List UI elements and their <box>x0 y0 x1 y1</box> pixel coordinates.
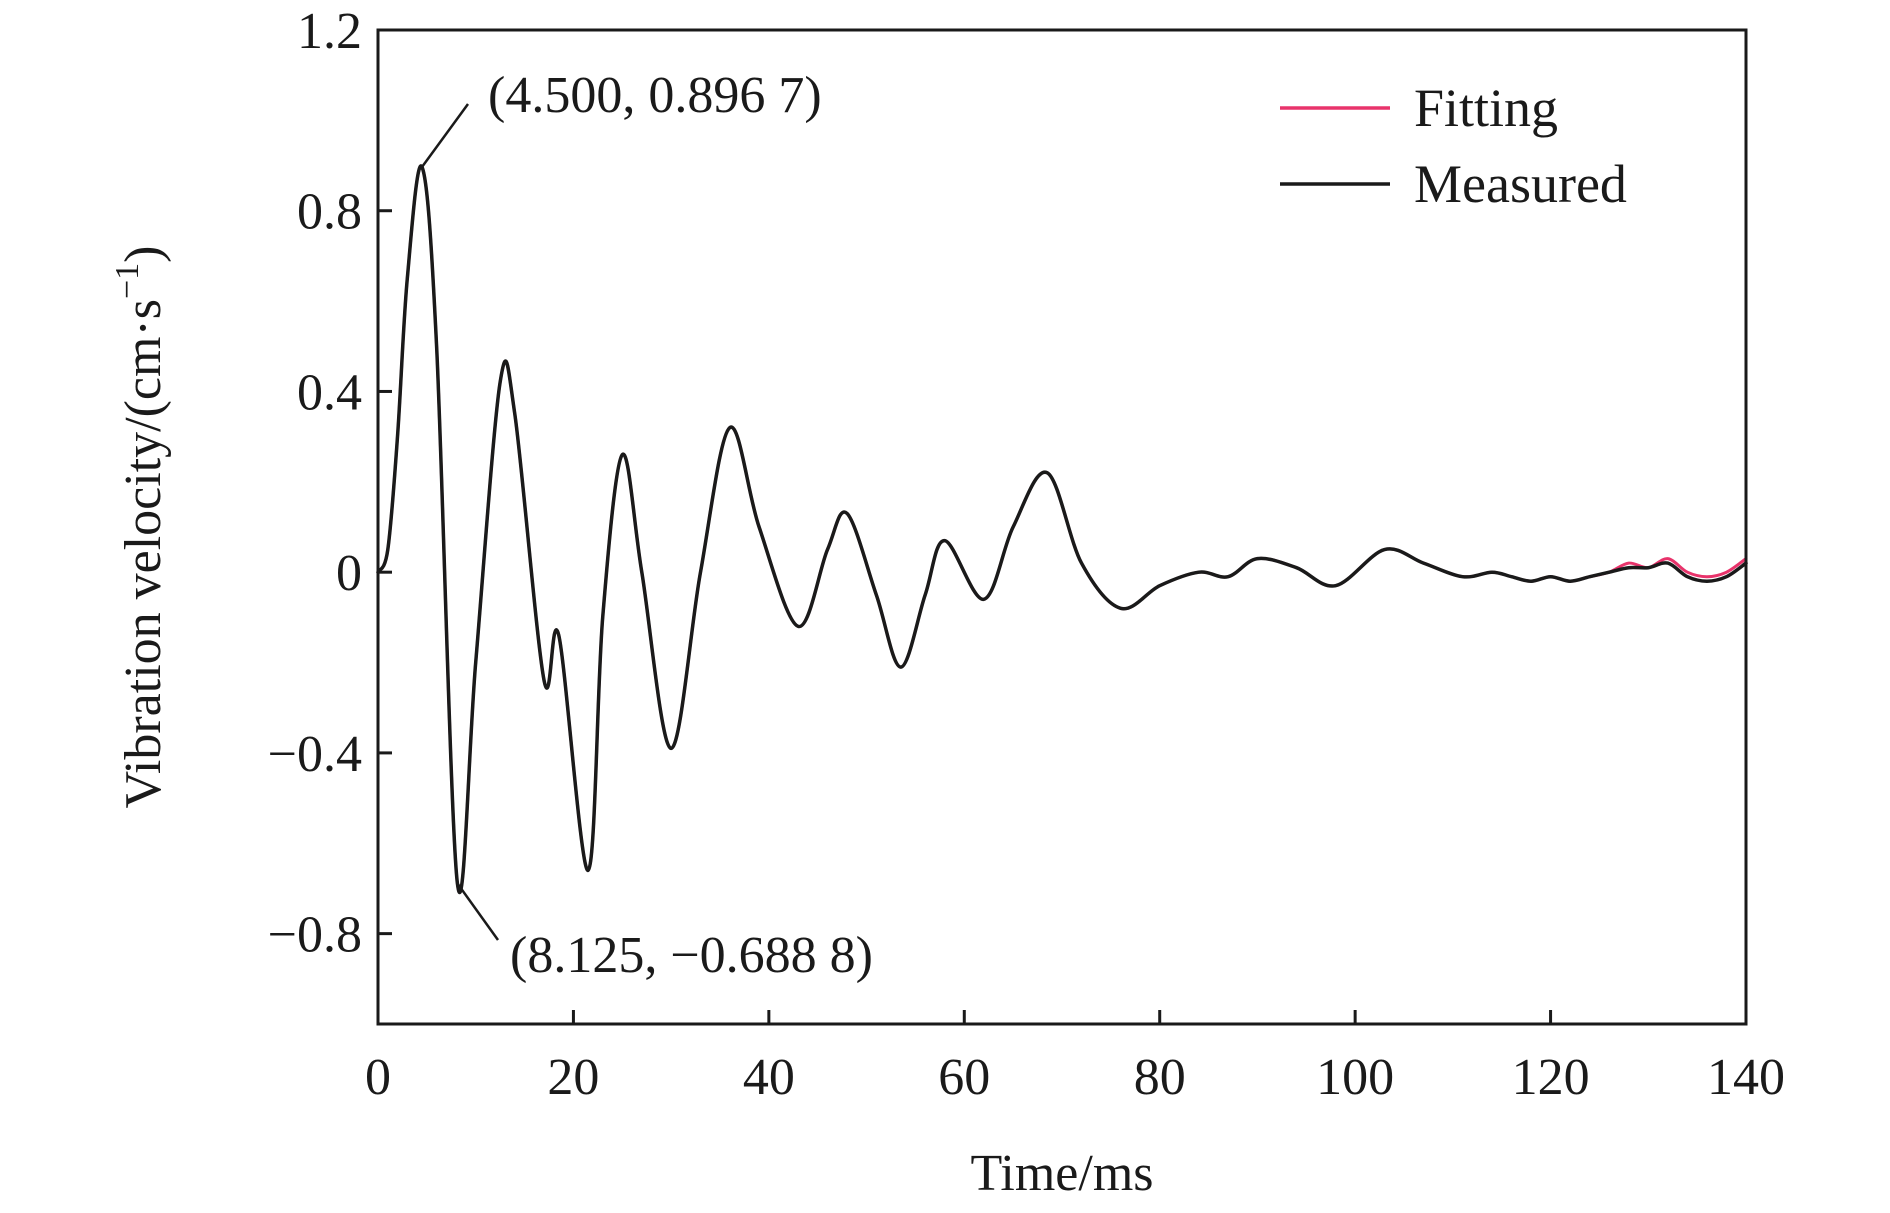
y-axis-title-main: Vibration velocity/(cm·s <box>115 299 172 809</box>
x-tick-label: 20 <box>547 1049 599 1106</box>
annotation-trough: (8.125, −0.688 8) <box>510 927 873 984</box>
x-tick-label: 0 <box>365 1049 391 1106</box>
legend-label-measured: Measured <box>1414 154 1627 214</box>
annotation-leader-trough <box>456 882 500 941</box>
x-tick-label: 120 <box>1512 1049 1590 1106</box>
y-tick-label: 0.4 <box>297 364 362 421</box>
axes: 0 20 40 60 80 100 120 140 −0.8 −0.4 0 0.4 0.8 1.2 <box>268 3 1785 1106</box>
x-tick-label: 60 <box>938 1049 990 1106</box>
x-tick-label: 140 <box>1707 1049 1785 1106</box>
series-line-measured <box>376 164 1748 895</box>
legend-label-fitting: Fitting <box>1414 78 1558 138</box>
y-axis-title: Vibration velocity/(cm·s−1) <box>109 245 172 808</box>
annotation-leader-peak <box>420 103 470 168</box>
x-tick-label: 80 <box>1134 1049 1186 1106</box>
y-tick-label: −0.4 <box>268 726 362 783</box>
y-axis-title-close: ) <box>115 245 172 262</box>
legend: Fitting Measured <box>1280 78 1627 214</box>
plot-frame <box>376 28 1748 1026</box>
y-tick-label: 0 <box>336 545 362 602</box>
annotation-peak: (4.500, 0.896 7) <box>488 67 822 124</box>
x-tick-label: 40 <box>743 1049 795 1106</box>
annotations: (4.500, 0.896 7) (8.125, −0.688 8) <box>420 67 873 984</box>
plot-area <box>376 164 1748 895</box>
y-tick-label: −0.8 <box>268 907 362 964</box>
y-tick-label: 0.8 <box>297 184 362 241</box>
y-axis-title-superscript: −1 <box>109 263 146 299</box>
x-axis-title: Time/ms <box>970 1145 1153 1202</box>
series-line-fitting <box>376 164 1748 894</box>
x-tick-label: 100 <box>1316 1049 1394 1106</box>
y-tick-label: 1.2 <box>297 3 362 60</box>
